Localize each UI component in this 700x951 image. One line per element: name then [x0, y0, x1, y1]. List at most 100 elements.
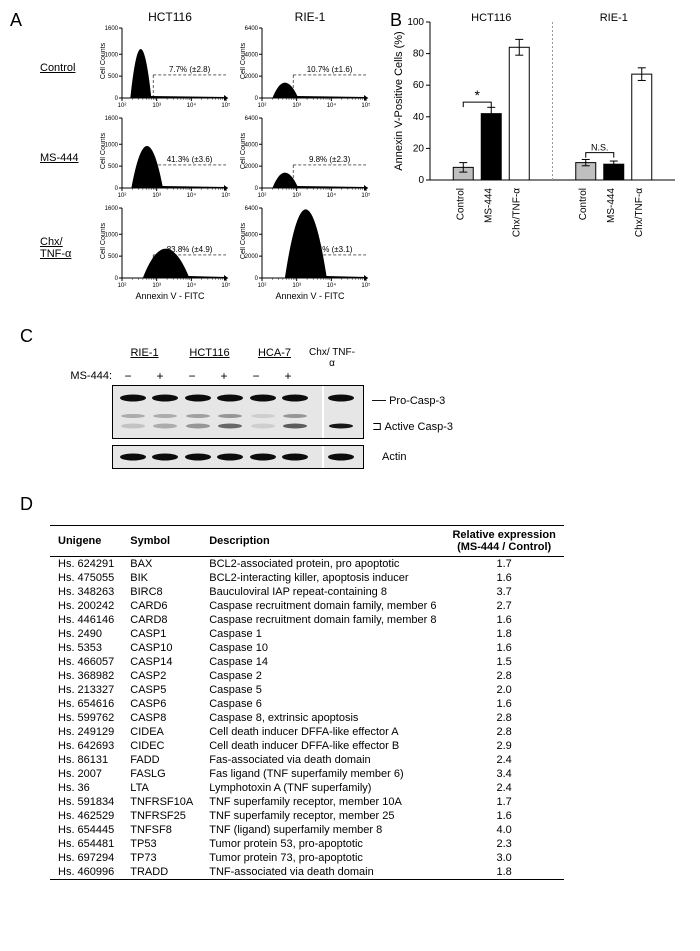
svg-text:10³: 10³: [292, 193, 301, 199]
svg-text:0: 0: [115, 186, 119, 192]
table-row: Hs. 446146CARD8Caspase recruitment domai…: [50, 613, 564, 627]
svg-text:10⁴: 10⁴: [327, 192, 337, 199]
svg-text:10⁵: 10⁵: [221, 102, 230, 109]
svg-text:Annexin V-Positive Cells (%): Annexin V-Positive Cells (%): [393, 31, 405, 170]
table-cell: 1.6: [444, 613, 563, 627]
table-cell: CASP2: [122, 669, 201, 683]
wb-label-procasp3: Pro-Casp-3: [389, 395, 445, 407]
svg-text:10³: 10³: [152, 283, 161, 289]
table-cell: CIDEC: [122, 739, 201, 753]
histogram-plot: 0200040006400Cell Counts10²10³10⁴10⁵67.4…: [240, 204, 370, 292]
table-cell: Hs. 249129: [50, 725, 122, 739]
table-row: Hs. 654445TNFSF8TNF (ligand) superfamily…: [50, 823, 564, 837]
table-cell: Hs. 200242: [50, 599, 122, 613]
svg-text:10⁵: 10⁵: [221, 192, 230, 199]
table-cell: CASP1: [122, 627, 201, 641]
table-cell: 2.7: [444, 599, 563, 613]
table-cell: Hs. 2007: [50, 767, 122, 781]
top-row: A HCT116 RIE-1 Control050010001600Cell C…: [10, 10, 700, 301]
table-row: Hs. 213327CASP5Caspase 52.0: [50, 683, 564, 697]
table-row: Hs. 348263BIRC8Bauculoviral IAP repeat-c…: [50, 585, 564, 599]
table-cell: 1.5: [444, 655, 563, 669]
histogram-plot: 050010001600Cell Counts10²10³10⁴10⁵7.7% …: [100, 24, 230, 112]
table-cell: Caspase 6: [201, 697, 444, 711]
table-cell: 2.9: [444, 739, 563, 753]
table-cell: 2.8: [444, 711, 563, 725]
table-row: Hs. 368982CASP2Caspase 22.8: [50, 669, 564, 683]
table-cell: 1.7: [444, 557, 563, 572]
svg-text:10²: 10²: [258, 283, 267, 289]
table-cell: 2.8: [444, 669, 563, 683]
svg-text:10³: 10³: [152, 193, 161, 199]
table-cell: CIDEA: [122, 725, 201, 739]
table-cell: CARD8: [122, 613, 201, 627]
svg-text:0: 0: [418, 175, 424, 186]
svg-text:7.7% (±2.8): 7.7% (±2.8): [169, 65, 211, 74]
table-cell: 1.6: [444, 641, 563, 655]
table-row: Hs. 466057CASP14Caspase 141.5: [50, 655, 564, 669]
table-cell: Hs. 599762: [50, 711, 122, 725]
table-cell: 1.8: [444, 627, 563, 641]
svg-text:Control: Control: [455, 188, 466, 220]
svg-text:0: 0: [115, 276, 119, 282]
table-cell: Hs. 697294: [50, 851, 122, 865]
wb-cell-line-0: RIE-1: [112, 347, 177, 369]
table-cell: 2.0: [444, 683, 563, 697]
wb-pm-val: −: [240, 369, 272, 383]
table-cell: BCL2-associated protein, pro apoptotic: [201, 557, 444, 572]
table-row: Hs. 5353CASP10Caspase 101.6: [50, 641, 564, 655]
table-row: Hs. 2007FASLGFas ligand (TNF superfamily…: [50, 767, 564, 781]
svg-text:80: 80: [413, 49, 425, 60]
svg-text:10³: 10³: [152, 103, 161, 109]
svg-text:MS-444: MS-444: [483, 188, 494, 223]
panel-c: C RIE-1 HCT116 HCA-7 Chx/ TNF-α MS-444: …: [20, 326, 700, 469]
svg-text:10⁴: 10⁴: [327, 282, 337, 289]
svg-text:10⁴: 10⁴: [187, 192, 197, 199]
table-cell: Hs. 591834: [50, 795, 122, 809]
western-blot-1: [112, 385, 364, 439]
svg-text:500: 500: [108, 74, 119, 80]
svg-text:100: 100: [407, 17, 424, 28]
svg-text:HCT116: HCT116: [471, 12, 511, 24]
svg-text:Control: Control: [578, 188, 589, 220]
wb-label-activecasp3: Active Casp-3: [385, 421, 453, 433]
svg-text:N.S.: N.S.: [591, 143, 609, 153]
table-cell: LTA: [122, 781, 201, 795]
row-label: MS-444: [40, 152, 100, 164]
table-cell: Fas ligand (TNF superfamily member 6): [201, 767, 444, 781]
histogram-plot: 0200040006400Cell Counts10²10³10⁴10⁵10.7…: [240, 24, 370, 112]
table-row: Hs. 2490CASP1Caspase 11.8: [50, 627, 564, 641]
row-label: Chx/ TNF-α: [40, 236, 100, 260]
table-cell: Hs. 213327: [50, 683, 122, 697]
wb-treatment-label: MS-444:: [60, 370, 112, 382]
svg-text:*: *: [475, 87, 481, 103]
svg-text:10⁴: 10⁴: [187, 102, 197, 109]
table-cell: 1.8: [444, 865, 563, 880]
table-cell: Cell death inducer DFFA-like effector B: [201, 739, 444, 753]
table-cell: FADD: [122, 753, 201, 767]
table-cell: BIRC8: [122, 585, 201, 599]
panel-c-label: C: [20, 326, 700, 347]
table-cell: TNFSF8: [122, 823, 201, 837]
table-cell: Hs. 446146: [50, 613, 122, 627]
table-cell: BAX: [122, 557, 201, 572]
svg-text:MS-444: MS-444: [606, 188, 617, 223]
panel-a-label: A: [10, 10, 22, 31]
table-cell: TRADD: [122, 865, 201, 880]
table-cell: Tumor protein 73, pro-apoptotic: [201, 851, 444, 865]
svg-text:9.8% (±2.3): 9.8% (±2.3): [309, 155, 351, 164]
svg-text:Cell Counts: Cell Counts: [100, 42, 107, 79]
table-row: Hs. 475055BIKBCL2-interacting killer, ap…: [50, 571, 564, 585]
table-cell: TNFRSF25: [122, 809, 201, 823]
table-cell: Hs. 642693: [50, 739, 122, 753]
svg-text:500: 500: [108, 164, 119, 170]
table-cell: 3.0: [444, 851, 563, 865]
svg-text:10⁵: 10⁵: [221, 282, 230, 289]
svg-text:40: 40: [413, 112, 425, 123]
svg-text:10³: 10³: [292, 103, 301, 109]
wb-pm-val: +: [144, 369, 176, 383]
panel-a-col-header-1: RIE-1: [240, 10, 380, 24]
table-cell: Hs. 2490: [50, 627, 122, 641]
table-cell: 4.0: [444, 823, 563, 837]
table-cell: Tumor protein 53, pro-apoptotic: [201, 837, 444, 851]
